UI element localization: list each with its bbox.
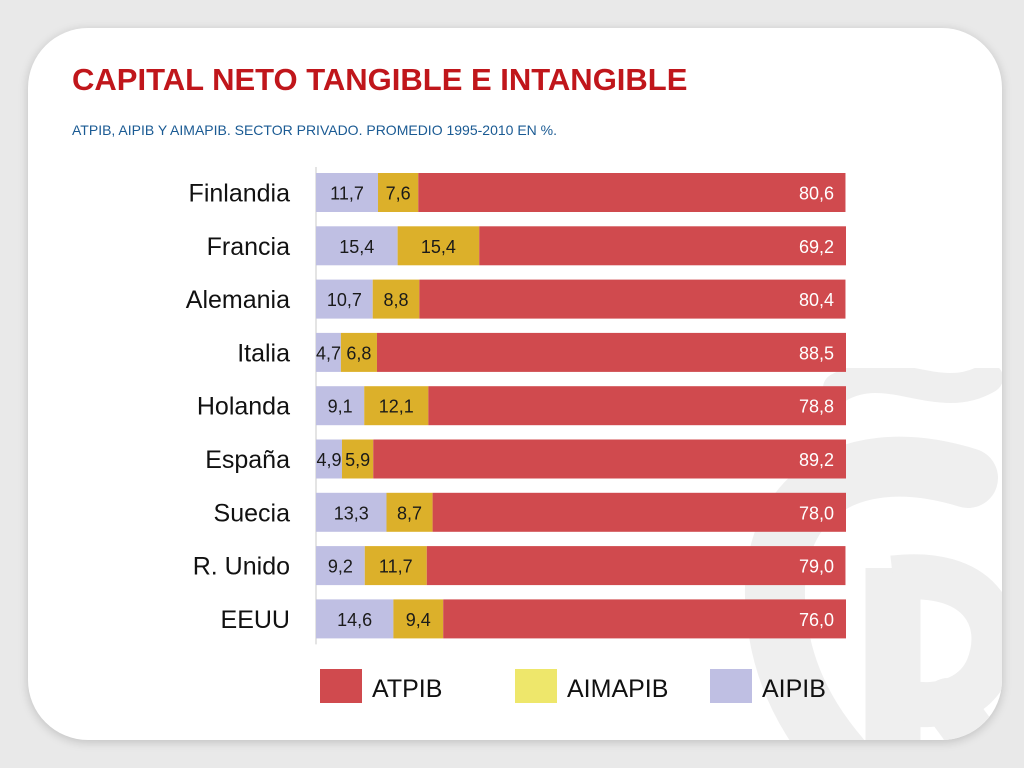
data-label-atpib: 88,5	[799, 343, 834, 363]
bar-segment-aipib	[316, 599, 394, 639]
logo-watermark	[744, 368, 1002, 740]
category-label: Francia	[207, 233, 290, 261]
bar-segment-atpib	[443, 599, 846, 639]
legend-label-aipib: AIPIB	[762, 675, 826, 703]
data-label-aimapib: 6,8	[346, 343, 371, 363]
data-label-aipib: 10,7	[327, 290, 362, 310]
bar-segment-atpib	[428, 386, 846, 426]
data-label-atpib: 78,8	[799, 397, 834, 417]
legend-label-aimapib: AIMAPIB	[567, 675, 668, 703]
bar-segment-aipib	[316, 439, 342, 479]
bar-segment-aimapib	[364, 546, 427, 586]
category-label: Alemania	[186, 286, 290, 314]
category-label: Holanda	[197, 393, 290, 421]
bar-segment-aipib	[316, 173, 379, 212]
data-label-aipib: 4,9	[316, 450, 341, 470]
bar-segment-aipib	[316, 279, 373, 319]
data-label-atpib: 89,2	[799, 450, 834, 470]
bar-segment-aimapib	[372, 279, 420, 319]
data-label-aimapib: 15,4	[421, 237, 456, 257]
data-label-atpib: 79,0	[799, 557, 834, 577]
legend-swatch-atpib	[320, 669, 362, 703]
category-label: Italia	[237, 339, 290, 367]
bar-segment-aimapib	[393, 599, 444, 639]
data-label-atpib: 78,0	[799, 503, 834, 523]
data-label-atpib: 76,0	[799, 610, 834, 630]
chart-title: CAPITAL NETO TANGIBLE E INTANGIBLE	[72, 62, 688, 97]
bar-segment-aimapib	[397, 226, 480, 266]
bar-segment-aimapib	[364, 386, 429, 426]
bar-segment-atpib	[479, 226, 846, 266]
bar-segment-aimapib	[340, 332, 377, 372]
bar-segment-aimapib	[378, 173, 419, 212]
bar-segment-aipib	[316, 332, 341, 372]
data-label-atpib: 69,2	[799, 237, 834, 257]
data-label-aimapib: 8,7	[397, 503, 422, 523]
bar-segment-aimapib	[341, 439, 374, 479]
data-label-aimapib: 5,9	[345, 450, 370, 470]
category-label: EEUU	[221, 606, 290, 634]
bar-segment-atpib	[432, 492, 846, 532]
bar-segment-aipib	[316, 226, 398, 266]
data-label-aimapib: 8,8	[384, 290, 409, 310]
bar-segment-aipib	[316, 386, 365, 426]
data-label-aimapib: 9,4	[406, 610, 431, 630]
bar-segment-atpib	[373, 439, 846, 479]
category-label: R. Unido	[193, 553, 290, 581]
bar-segment-atpib	[419, 279, 846, 319]
legend-swatch-aimapib	[515, 669, 557, 703]
data-label-aipib: 14,6	[337, 610, 372, 630]
data-label-aimapib: 12,1	[379, 397, 414, 417]
legend-label-atpib: ATPIB	[372, 675, 442, 703]
bar-segment-atpib	[426, 546, 846, 586]
category-label: Suecia	[214, 499, 291, 527]
data-label-aipib: 9,1	[328, 397, 353, 417]
data-label-aipib: 9,2	[328, 557, 353, 577]
bar-segment-aimapib	[386, 492, 433, 532]
bar-segment-atpib	[376, 332, 846, 372]
bar-segment-aipib	[316, 546, 365, 586]
data-label-aipib: 15,4	[339, 237, 374, 257]
bar-segment-atpib	[418, 173, 846, 212]
data-label-atpib: 80,4	[799, 290, 834, 310]
legend-swatch-aipib	[710, 669, 752, 703]
category-label: Finlandia	[189, 180, 291, 208]
data-label-aipib: 4,7	[316, 343, 341, 363]
data-label-aipib: 11,7	[330, 184, 364, 204]
data-label-aimapib: 7,6	[386, 184, 411, 204]
bar-segment-aipib	[316, 492, 387, 532]
category-label: España	[205, 446, 290, 474]
data-label-atpib: 80,6	[799, 184, 834, 204]
data-label-aimapib: 11,7	[379, 557, 413, 577]
data-label-aipib: 13,3	[334, 503, 369, 523]
chart-subtitle: ATPIB, AIPIB Y AIMAPIB. SECTOR PRIVADO. …	[72, 122, 557, 138]
